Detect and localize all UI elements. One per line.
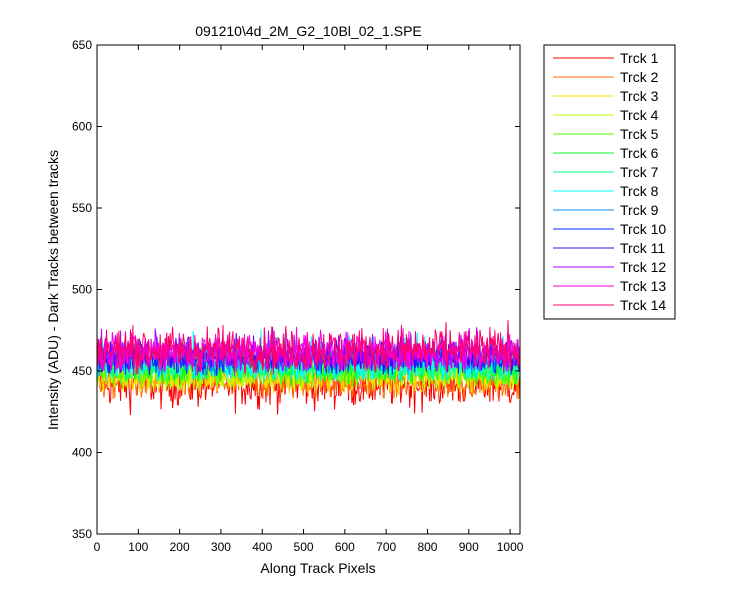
y-tick-label: 450 <box>72 364 92 378</box>
legend-label: Trck 11 <box>620 240 665 256</box>
y-tick-label: 550 <box>72 201 92 215</box>
legend-label: Trck 5 <box>620 126 659 142</box>
series-layer <box>96 320 521 416</box>
series-line-trck-14 <box>96 320 521 376</box>
y-axis-ticks: 350 400 450 500 550 600 650 <box>72 38 520 541</box>
x-tick-label: 600 <box>335 540 355 554</box>
y-tick-label: 400 <box>72 446 92 460</box>
legend-label: Trck 8 <box>620 183 659 199</box>
y-tick-label: 650 <box>72 38 92 52</box>
legend-label: Trck 10 <box>620 221 666 237</box>
plot-area: 0 100 200 300 400 500 600 700 800 900 1000 350 400 4… <box>72 38 524 554</box>
x-tick-label: 0 <box>94 540 101 554</box>
x-tick-label: 800 <box>417 540 437 554</box>
legend-entries: Trck 1 Trck 2 Trck 3 Trck 4 Trck 5 Trck 6 Trck… <box>553 50 666 313</box>
legend-label: Trck 7 <box>620 164 659 180</box>
legend-label: Trck 6 <box>620 145 659 161</box>
x-tick-label: 300 <box>211 540 231 554</box>
legend-label: Trck 9 <box>620 202 659 218</box>
legend-label: Trck 13 <box>620 278 666 294</box>
y-tick-label: 350 <box>72 527 92 541</box>
x-tick-label: 100 <box>128 540 148 554</box>
legend-label: Trck 12 <box>620 259 666 275</box>
legend-label: Trck 3 <box>620 88 659 104</box>
legend-label: Trck 1 <box>620 50 659 66</box>
x-tick-label: 1000 <box>497 540 524 554</box>
legend-label: Trck 14 <box>620 297 666 313</box>
legend-label: Trck 2 <box>620 69 659 85</box>
y-axis-label: Intensity (ADU) - Dark Tracks between tr… <box>45 150 61 430</box>
x-tick-label: 700 <box>376 540 396 554</box>
x-tick-label: 400 <box>252 540 272 554</box>
x-tick-label: 500 <box>294 540 314 554</box>
x-tick-label: 200 <box>170 540 190 554</box>
x-tick-label: 900 <box>459 540 479 554</box>
legend-box <box>543 44 676 320</box>
plot-background <box>97 45 520 534</box>
x-axis-label: Along Track Pixels <box>260 560 375 576</box>
x-axis-ticks: 0 100 200 300 400 500 600 700 800 900 1000 <box>94 45 524 554</box>
legend-label: Trck 4 <box>620 107 659 123</box>
y-tick-label: 500 <box>72 283 92 297</box>
legend: Trck 1 Trck 2 Trck 3 Trck 4 Trck 5 Trck 6 Trck… <box>543 44 676 320</box>
chart-title: 091210\4d_2M_G2_10Bl_02_1.SPE <box>195 23 422 39</box>
y-tick-label: 600 <box>72 120 92 134</box>
